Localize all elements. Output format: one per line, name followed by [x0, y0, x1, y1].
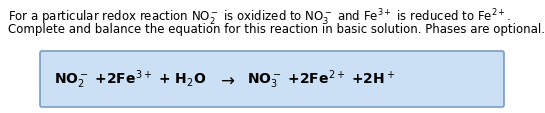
FancyBboxPatch shape: [40, 52, 504, 107]
Text: Complete and balance the equation for this reaction in basic solution. Phases ar: Complete and balance the equation for th…: [8, 23, 545, 36]
Text: NO$_2^-$ +2Fe$^{3+}$ + H$_2$O: NO$_2^-$ +2Fe$^{3+}$ + H$_2$O: [54, 68, 206, 91]
Text: NO$_3^-$ +2Fe$^{2+}$ +2H$^+$: NO$_3^-$ +2Fe$^{2+}$ +2H$^+$: [247, 68, 395, 91]
Text: $\rightarrow$: $\rightarrow$: [217, 70, 235, 88]
Text: For a particular redox reaction NO$_2^-$ is oxidized to NO$_3^-$ and Fe$^{3+}$ i: For a particular redox reaction NO$_2^-$…: [8, 8, 511, 28]
